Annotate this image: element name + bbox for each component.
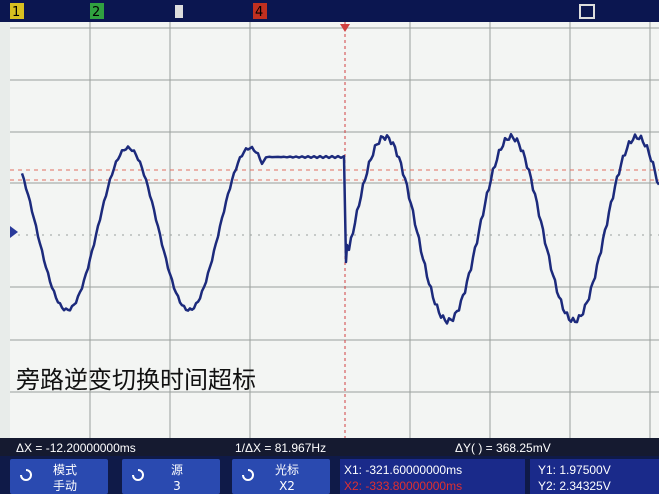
- cursor-x1: X1: -321.60000000ms: [344, 463, 462, 477]
- page: {"top_bar":{"channels":["1","2","4"]}, "…: [0, 0, 659, 494]
- softkey-label: 源: [171, 463, 183, 477]
- delta-x: ΔX = -12.20000000ms: [16, 441, 136, 455]
- inverse-delta-x: 1/ΔX = 81.967Hz: [235, 441, 326, 455]
- softkey-value: X2: [279, 479, 295, 493]
- softkey-value: 手动: [53, 479, 77, 493]
- channel-3-box: [175, 5, 183, 18]
- softkey-value: 3: [173, 479, 181, 493]
- softkey-label: 光标: [275, 463, 299, 477]
- cursor-x2: X2: -333.80000000ms: [344, 479, 462, 493]
- channel-4: 4: [255, 5, 263, 20]
- oscilloscope-screen: 1 2 4 旁路逆变切换时间超标 ΔX = -12.20000000ms 1/Δ…: [0, 0, 659, 494]
- caption: 旁路逆变切换时间超标: [16, 367, 256, 394]
- channel-1: 1: [12, 5, 20, 20]
- channel-2: 2: [92, 5, 100, 20]
- softkey-label: 模式: [53, 463, 77, 477]
- delta-y: ΔY( ) = 368.25mV: [455, 441, 551, 455]
- cursor-y1: Y1: 1.97500V: [538, 463, 611, 477]
- cursor-y2: Y2: 2.34325V: [538, 479, 611, 493]
